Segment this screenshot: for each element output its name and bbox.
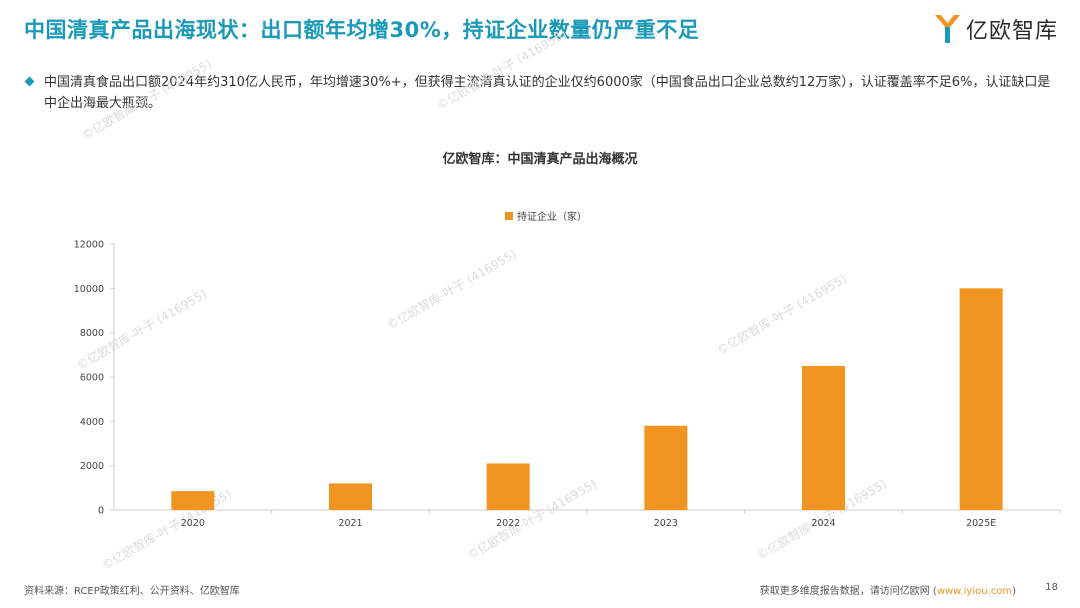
- bar-2024: [802, 365, 845, 510]
- y-tick-label: 4000: [80, 417, 104, 428]
- summary-text: 中国清真食品出口额2024年约310亿人民币，年均增速30%+，但获得主流清真认…: [44, 75, 1051, 111]
- watermark-text: ©亿欧智库-叶子 (416955): [714, 271, 849, 358]
- logo-text: 亿欧智库: [965, 19, 1058, 44]
- summary-bullet: 中国清真食品出口额2024年约310亿人民币，年均增速30%+，但获得主流清真认…: [24, 72, 1056, 114]
- y-tick-label: 8000: [80, 328, 104, 339]
- legend-swatch: [505, 212, 513, 220]
- y-tick-label: 12000: [74, 240, 104, 251]
- watermark-text: ©亿欧智库-叶子 (416955): [464, 476, 599, 563]
- y-tick-label: 10000: [74, 284, 104, 295]
- brand-logo: 亿欧智库: [932, 12, 1058, 46]
- x-tick-label: 2023: [654, 518, 678, 529]
- footer-cta: 获取更多维度报告数据，请访问亿欧网 (www.iyiou.com): [760, 582, 1016, 597]
- footer-cta-prefix: 获取更多维度报告数据，请访问亿欧网 (: [759, 586, 937, 597]
- bar-2022: [486, 463, 530, 510]
- bar-2023: [644, 425, 688, 510]
- footer-cta-suffix: ): [1012, 586, 1016, 597]
- page-title: 中国清真产品出海现状：出口额年均增30%，持证企业数量仍严重不足: [24, 18, 700, 42]
- y-tick-label: 6000: [80, 373, 104, 384]
- yiou-y-logo-icon: [934, 15, 960, 43]
- website-link[interactable]: www.iyiou.com: [936, 586, 1013, 597]
- legend-label: 持证企业（家）: [517, 210, 587, 223]
- watermark-text: ©亿欧智库-叶子 (416955): [79, 56, 214, 143]
- x-tick-label: 2021: [338, 518, 362, 529]
- source-note: 资料来源：RCEP政策红利、公开资料、亿欧智库: [24, 586, 240, 597]
- bar-2021: [329, 483, 372, 510]
- y-tick-label: 0: [98, 506, 104, 517]
- x-tick-label: 2022: [496, 518, 520, 529]
- bar-2020: [171, 491, 215, 510]
- y-tick-label: 2000: [80, 461, 104, 472]
- x-tick-label: 2020: [181, 518, 205, 529]
- watermark-text: ©亿欧智库-叶子 (416955): [434, 26, 569, 113]
- watermark-text: ©亿欧智库-叶子 (416955): [384, 246, 519, 333]
- chart-title: 亿欧智库：中国清真产品出海概况: [442, 152, 638, 167]
- x-tick-label: 2024: [811, 518, 835, 529]
- x-tick-label: 2025E: [966, 518, 996, 529]
- page-number: 18: [1045, 582, 1058, 593]
- bar-2025E: [959, 288, 1003, 510]
